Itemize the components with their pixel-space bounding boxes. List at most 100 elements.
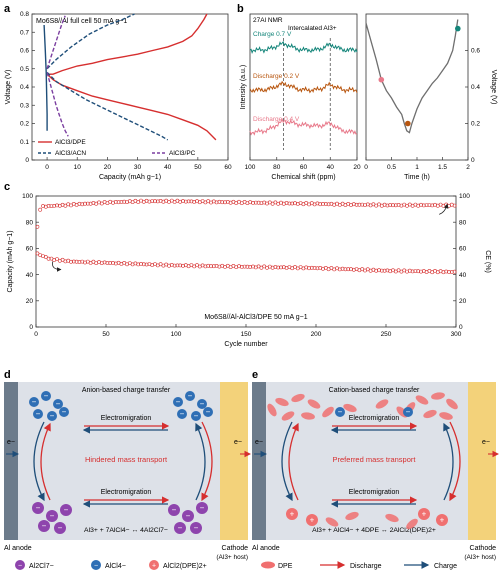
chart-c-point bbox=[178, 263, 183, 268]
chart-c-point bbox=[349, 267, 353, 272]
chart-c-point bbox=[49, 204, 54, 209]
alcl4-anion bbox=[185, 391, 195, 401]
chart-b-right-ylabel: Voltage (V) bbox=[490, 70, 497, 105]
chart-c-point bbox=[413, 269, 418, 274]
chart-c-point bbox=[55, 203, 59, 208]
panel-label-c: c bbox=[4, 181, 10, 193]
legend-label: Discharge bbox=[350, 563, 382, 570]
minus-sign: − bbox=[206, 408, 211, 417]
chart-c-point bbox=[360, 202, 365, 207]
chart-c-point bbox=[77, 260, 82, 264]
chart-a-xtick-label: 20 bbox=[104, 164, 112, 171]
chart-c-point bbox=[80, 202, 85, 207]
minus-sign: − bbox=[36, 410, 41, 419]
alcl4-anion bbox=[33, 409, 43, 419]
chart-c-point bbox=[351, 202, 356, 207]
chart-a-legend-entry: AlCl3/PC bbox=[169, 150, 196, 157]
chart-b-left-series-label: Discharge 0.2 V bbox=[253, 73, 300, 80]
al2cl7-anion bbox=[174, 522, 186, 534]
minus-sign: − bbox=[32, 398, 37, 407]
schematic-title: Cation-based charge transfer bbox=[329, 387, 420, 394]
chart-c-ytick-label: 100 bbox=[22, 193, 33, 200]
minus-sign: − bbox=[200, 400, 205, 409]
chart-a-legend-entry: AlCl3/DPE bbox=[55, 139, 86, 146]
chart-c-ytick-label: 0 bbox=[29, 324, 33, 331]
chart-a-ytick-label: 0.1 bbox=[20, 139, 29, 146]
dpe-molecule bbox=[301, 412, 315, 420]
al2cl7-anion bbox=[190, 522, 202, 534]
chart-a-xtick-label: 0 bbox=[45, 164, 49, 171]
chart-c-point bbox=[391, 203, 395, 208]
chart-c-ytick-right-label: 100 bbox=[459, 193, 470, 200]
chart-c-point bbox=[245, 264, 250, 269]
panel-label-b: b bbox=[237, 3, 244, 15]
legend-al2cl7-swatch bbox=[15, 560, 25, 570]
chart-c-point bbox=[111, 260, 115, 265]
dpe-molecule bbox=[415, 395, 429, 405]
chart-c-point bbox=[153, 199, 157, 204]
chart-c-xlabel: Cycle number bbox=[224, 341, 268, 348]
electromigration-top-label: Electromigration bbox=[349, 415, 400, 422]
schematic-title: Anion-based charge transfer bbox=[82, 387, 171, 394]
loop-arrow-right bbox=[201, 421, 213, 502]
dpe-molecule bbox=[406, 518, 418, 530]
chart-c-point bbox=[175, 263, 180, 268]
dpe-molecule bbox=[345, 511, 359, 521]
chart-c-point bbox=[374, 268, 379, 273]
chart-c-point bbox=[55, 257, 59, 262]
chart-c-point bbox=[139, 261, 143, 266]
chart-c-point bbox=[449, 270, 454, 274]
chart-c-point bbox=[290, 201, 295, 206]
chart-c-point bbox=[382, 268, 387, 273]
chart-c-right-axis-arrow bbox=[439, 203, 449, 215]
schematic-d: Anion-based charge transfer Electromigrat… bbox=[4, 382, 252, 561]
chart-c: 0 50 100 150 200 250 3000204060801000204060801… bbox=[7, 193, 491, 348]
chart-a-xtick-label: 50 bbox=[194, 164, 202, 171]
chart-c-point bbox=[35, 251, 40, 256]
chart-c-point bbox=[122, 199, 127, 204]
alcl4-anion bbox=[203, 407, 213, 417]
chart-c-point bbox=[69, 203, 73, 208]
alcl4-anion bbox=[197, 399, 207, 409]
chart-c-point bbox=[217, 199, 222, 204]
electron-label: e− bbox=[234, 439, 242, 446]
chart-c-point bbox=[377, 268, 381, 273]
anode-label: Al anode bbox=[252, 545, 280, 552]
chart-c-point bbox=[354, 202, 359, 207]
chart-c-annotation: Mo6S8//Al-AlCl3/DPE 50 mA g−1 bbox=[204, 314, 307, 321]
panel-label-e: e bbox=[252, 369, 258, 381]
al2cl7-anion bbox=[32, 502, 44, 514]
chart-c-point bbox=[46, 256, 51, 261]
chart-c-xtick-label: 250 bbox=[381, 331, 392, 338]
chart-c-ytick-right-label: 80 bbox=[459, 219, 467, 226]
chart-c-point bbox=[74, 259, 79, 264]
minus-sign: − bbox=[172, 506, 177, 515]
chart-b-right-xtick-label: 0.5 bbox=[387, 164, 396, 171]
chart-c-ytick-right-label: 60 bbox=[459, 246, 467, 253]
minus-sign: − bbox=[56, 400, 61, 409]
chart-c-point bbox=[388, 203, 393, 207]
cation-complex bbox=[418, 508, 430, 520]
minus-sign: − bbox=[18, 563, 22, 570]
alcl4-anion bbox=[53, 399, 63, 409]
dpe-molecule bbox=[446, 398, 458, 410]
al2cl7-anion bbox=[46, 510, 58, 522]
legend-label: AlCl2(DPE)2+ bbox=[163, 563, 207, 570]
chart-c-point bbox=[147, 199, 152, 204]
chart-a-ytick-label: 0.3 bbox=[20, 102, 29, 109]
al2cl7-anion bbox=[38, 520, 50, 532]
chart-a-series-line bbox=[43, 24, 48, 131]
cation-complex bbox=[306, 514, 318, 526]
chart-c-xtick-label: 50 bbox=[102, 331, 110, 338]
chart-b-right-marker bbox=[378, 76, 385, 83]
chart-b-left-xlabel: Chemical shift (ppm) bbox=[271, 174, 335, 181]
chart-a-ytick-label: 0.8 bbox=[20, 11, 29, 18]
chart-b-left-series-label: Discharge 0.4 V bbox=[253, 116, 300, 123]
chart-c-point bbox=[141, 262, 146, 267]
dpe-molecule bbox=[322, 406, 334, 418]
chart-c-point bbox=[452, 203, 457, 208]
chart-c-point bbox=[214, 200, 219, 205]
loop-arrow-right bbox=[449, 421, 461, 502]
chart-c-point bbox=[108, 261, 113, 265]
